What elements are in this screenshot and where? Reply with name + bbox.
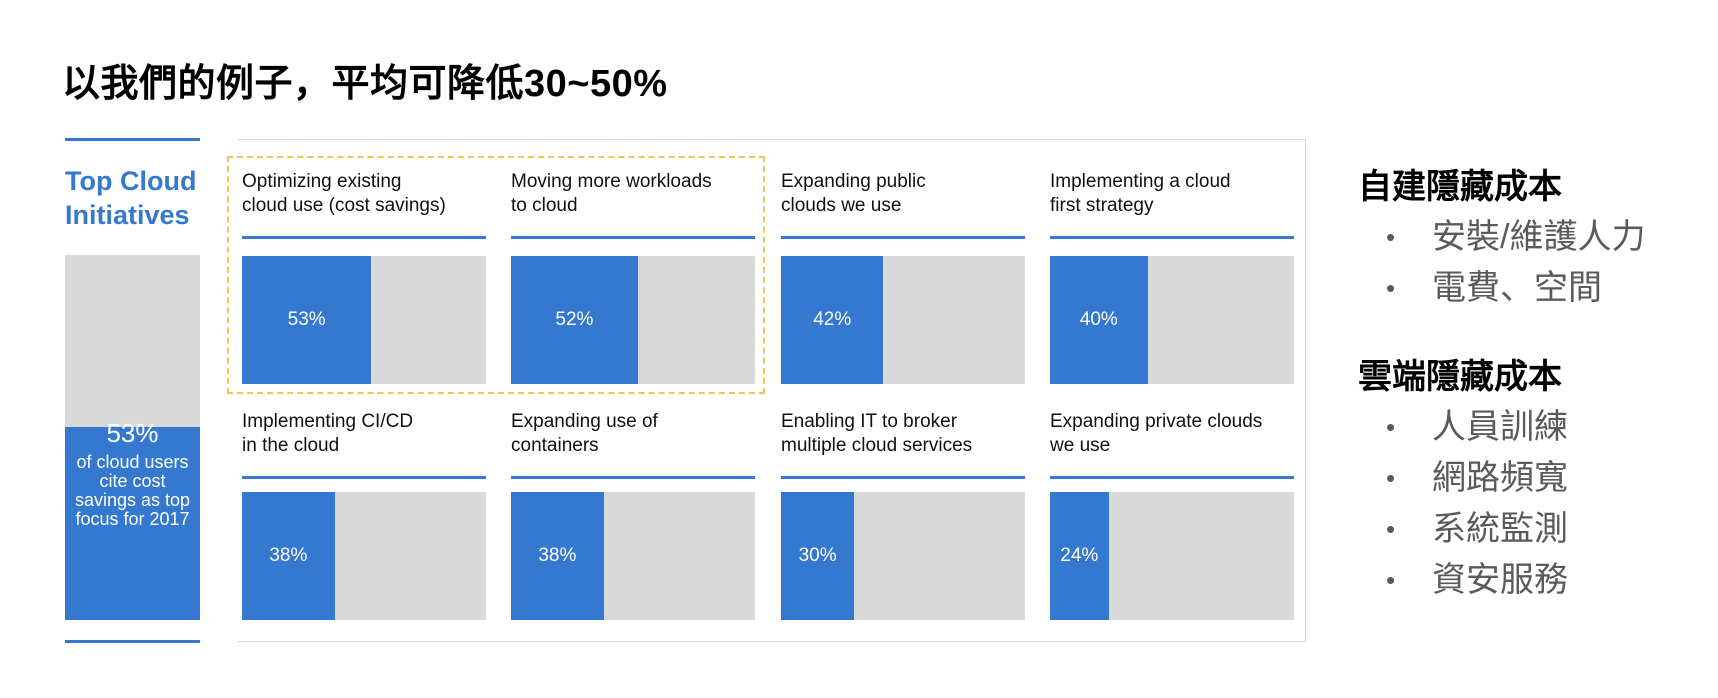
- bar-label-rule: [511, 236, 755, 239]
- notes-heading: 雲端隱藏成本: [1358, 358, 1562, 396]
- highlight-box: [227, 156, 765, 394]
- bullet-icon: •: [1386, 565, 1396, 595]
- notes-list-item: • 系統監測: [1358, 504, 1708, 555]
- bar-category-label: Implementing CI/CD in the cloud: [242, 411, 414, 456]
- notes-list: • 人員訓練 • 網路頻寬 • 系統監測 • 資安服務: [1358, 402, 1708, 606]
- page-title: 以我們的例子，平均可降低30~50%: [62, 63, 668, 105]
- initiatives-chart-frame: [238, 139, 1306, 642]
- notes-heading: 自建隱藏成本: [1358, 168, 1562, 206]
- bar: [511, 492, 604, 620]
- bar: [242, 256, 372, 384]
- summary-gauge-fill: [65, 426, 200, 620]
- bar-track: 52%: [511, 256, 755, 384]
- bar: [781, 492, 855, 620]
- bar-value-label: 38%: [269, 545, 308, 566]
- notes-list: • 安裝/維護人力 • 電費、空間: [1358, 212, 1708, 314]
- bar-category-label: Expanding private clouds we use: [1050, 411, 1263, 456]
- bar: [1050, 256, 1148, 384]
- bar-label-rule: [511, 476, 755, 479]
- bar-value-label: 53%: [287, 309, 326, 330]
- bar: [1050, 492, 1109, 620]
- bar-label-rule: [781, 236, 1025, 239]
- notes-item-text: 電費、空間: [1432, 269, 1602, 307]
- notes-item-text: 安裝/維護人力: [1432, 218, 1646, 256]
- notes-panel: 自建隱藏成本 • 安裝/維護人力 • 電費、空間雲端隱藏成本 • 人員訓練 • 網路頻寬 • 系統監…: [1358, 166, 1708, 606]
- bullet-icon: •: [1386, 412, 1396, 442]
- bar-category-label: Expanding use of containers: [511, 411, 658, 456]
- bar-track: 24%: [1050, 492, 1294, 620]
- bullet-icon: •: [1386, 463, 1396, 493]
- bar-label-rule: [781, 476, 1025, 479]
- notes-item-text: 資安服務: [1432, 561, 1568, 599]
- bar: [511, 256, 638, 384]
- bar-value-label: 42%: [813, 309, 852, 330]
- notes-item-text: 網路頻寬: [1432, 459, 1568, 497]
- notes-item-text: 系統監測: [1432, 510, 1568, 548]
- bar-label-rule: [242, 236, 486, 239]
- notes-list-item: • 安裝/維護人力: [1358, 212, 1708, 263]
- notes-list-item: • 網路頻寬: [1358, 453, 1708, 504]
- summary-caption: of cloud users cite cost savings as top …: [74, 452, 191, 529]
- bar-track: 53%: [242, 256, 486, 384]
- bar-value-label: 52%: [555, 309, 594, 330]
- bar-label-rule: [242, 476, 486, 479]
- summary-top-rule: [65, 138, 200, 141]
- bar-value-label: 24%: [1060, 545, 1099, 566]
- notes-group: 自建隱藏成本 • 安裝/維護人力 • 電費、空間: [1358, 166, 1708, 314]
- bar-value-label: 38%: [538, 545, 577, 566]
- notes-list-item: • 資安服務: [1358, 555, 1708, 606]
- bar-label-rule: [1050, 236, 1294, 239]
- bullet-icon: •: [1386, 222, 1396, 252]
- bar-category-label: Moving more workloads to cloud: [511, 171, 712, 216]
- bar: [781, 256, 884, 384]
- bar: [242, 492, 335, 620]
- bar-value-label: 40%: [1079, 309, 1118, 330]
- summary-bottom-rule: [65, 640, 200, 643]
- summary-value: 53%: [106, 418, 159, 448]
- bar-category-label: Implementing a cloud first strategy: [1050, 171, 1231, 216]
- bullet-icon: •: [1386, 273, 1396, 303]
- bar-track: 38%: [242, 492, 486, 620]
- summary-gauge: [65, 255, 200, 620]
- bar-track: 42%: [781, 256, 1025, 384]
- bar-track: 30%: [781, 492, 1025, 620]
- notes-group: 雲端隱藏成本 • 人員訓練 • 網路頻寬 • 系統監測 • 資安服務: [1358, 356, 1708, 606]
- bullet-icon: •: [1386, 514, 1396, 544]
- bar-label-rule: [1050, 476, 1294, 479]
- bar-category-label: Enabling IT to broker multiple cloud ser…: [781, 411, 973, 456]
- bar-track: 38%: [511, 492, 755, 620]
- summary-panel: Top Cloud Initiatives: [65, 138, 200, 643]
- notes-item-text: 人員訓練: [1432, 408, 1568, 446]
- bar-value-label: 30%: [798, 545, 837, 566]
- bar-category-label: Expanding public clouds we use: [781, 171, 926, 216]
- bar-track: 40%: [1050, 256, 1294, 384]
- summary-heading: Top Cloud Initiatives: [65, 166, 197, 230]
- notes-list-item: • 人員訓練: [1358, 402, 1708, 453]
- bar-category-label: Optimizing existing cloud use (cost savi…: [242, 171, 446, 216]
- notes-list-item: • 電費、空間: [1358, 263, 1708, 314]
